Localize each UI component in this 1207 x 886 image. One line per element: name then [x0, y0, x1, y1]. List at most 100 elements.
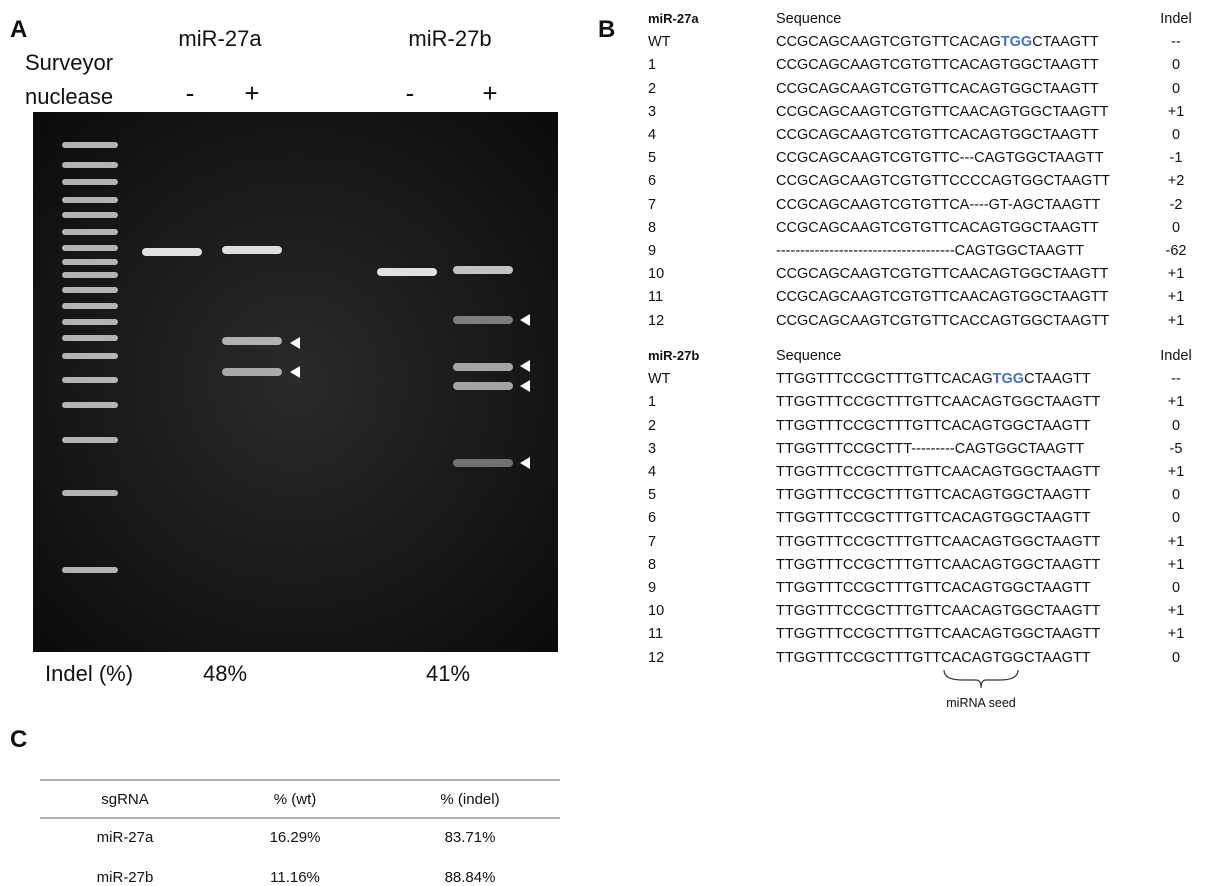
indel: 0	[1172, 581, 1180, 596]
clone-id: 1	[648, 395, 656, 410]
indel: -2	[1170, 198, 1183, 213]
lane-sign: -	[186, 80, 195, 106]
ladder-band	[62, 402, 118, 408]
clone-id: 2	[648, 82, 656, 97]
sequence-part: CCGCAGCAAGTCGTGTTCACAG	[776, 35, 1001, 50]
ladder-band	[62, 179, 118, 185]
gel-band	[222, 368, 282, 376]
indel: --	[1171, 35, 1181, 50]
clone-id: 9	[648, 244, 656, 259]
sequence-part: TTGGTTTCCGCTTTGTTCACAG	[776, 372, 993, 387]
table-cell: 16.29%	[270, 830, 321, 845]
clone-id: 6	[648, 174, 656, 189]
sequence: CCGCAGCAAGTCGTGTTCACAGTGGCTAAGTT	[776, 82, 1099, 97]
sequence: CCGCAGCAAGTCGTGTTCACCAGTGGCTAAGTT	[776, 314, 1109, 329]
ladder-band	[62, 259, 118, 265]
table-header: % (indel)	[440, 792, 499, 807]
lane-sign: -	[406, 80, 415, 106]
ladder-band	[62, 245, 118, 251]
sequence: TTGGTTTCCGCTTTGTTCAACAGTGGCTAAGTT	[776, 604, 1100, 619]
lane-sign: +	[482, 80, 497, 106]
ladder-band	[62, 567, 118, 573]
indel: +1	[1168, 465, 1185, 480]
sequence: -------------------------------------CAG…	[776, 244, 1084, 259]
column-header: Indel	[1160, 12, 1191, 27]
sequence: CCGCAGCAAGTCGTGTTCACAGTGGCTAAGTT	[776, 58, 1099, 73]
sequence: TTGGTTTCCGCTTTGTTCAACAGTGGCTAAGTT	[776, 465, 1100, 480]
sequence: TTGGTTTCCGCTTTGTTCAACAGTGGCTAAGTT	[776, 535, 1100, 550]
sequence: CCGCAGCAAGTCGTGTTCAACAGTGGCTAAGTT	[776, 105, 1108, 120]
gel-band	[222, 337, 282, 345]
indel: +1	[1168, 314, 1185, 329]
indel: +1	[1168, 290, 1185, 305]
clone-id: 4	[648, 465, 656, 480]
indel: +1	[1168, 604, 1185, 619]
group-name: miR-27b	[648, 349, 699, 362]
sequence: CCGCAGCAAGTCGTGTTCAACAGTGGCTAAGTT	[776, 290, 1108, 305]
indel: +1	[1168, 267, 1185, 282]
indel: +1	[1168, 627, 1185, 642]
ladder-band	[62, 490, 118, 496]
clone-id: WT	[648, 35, 671, 50]
indel-value: 41%	[426, 663, 470, 685]
clone-id: 6	[648, 511, 656, 526]
sequence: CCGCAGCAAGTCGTGTTCCCCAGTGGCTAAGTT	[776, 174, 1110, 189]
indel: 0	[1172, 82, 1180, 97]
indel-value: 48%	[203, 663, 247, 685]
ladder-band	[62, 437, 118, 443]
figure: {"panel_a": {"label": "A", "samples": ["…	[0, 0, 1207, 884]
clone-id: 7	[648, 198, 656, 213]
gel-band	[142, 248, 202, 256]
indel: +1	[1168, 535, 1185, 550]
clone-id: 12	[648, 314, 664, 329]
indel: 0	[1172, 488, 1180, 503]
clone-id: 9	[648, 581, 656, 596]
sample-label: miR-27a	[178, 28, 261, 50]
sequence: TTGGTTTCCGCTTTGTTCACAGTGGCTAAGTT	[776, 419, 1091, 434]
clone-id: 3	[648, 105, 656, 120]
indel: -5	[1170, 442, 1183, 457]
column-header: Sequence	[776, 349, 841, 364]
clone-id: 5	[648, 151, 656, 166]
column-header: Indel	[1160, 349, 1191, 364]
ladder-band	[62, 377, 118, 383]
indel: 0	[1172, 58, 1180, 73]
gel-band	[453, 382, 513, 390]
clone-id: 10	[648, 267, 664, 282]
pam-site: TGG	[1001, 35, 1032, 50]
column-header: Sequence	[776, 12, 841, 27]
sequence: TTGGTTTCCGCTTTGTTCACAGTGGCTAAGTT	[776, 581, 1091, 596]
sequence: TTGGTTTCCGCTTT---------CAGTGGCTAAGTT	[776, 442, 1084, 457]
sequence: TTGGTTTCCGCTTTGTTCAACAGTGGCTAAGTT	[776, 558, 1100, 573]
sequence: CCGCAGCAAGTCGTGTTCACAGTGGCTAAGTT	[776, 221, 1099, 236]
indel: -1	[1170, 151, 1183, 166]
table-cell: 11.16%	[270, 870, 320, 885]
sequence: TTGGTTTCCGCTTTGTTCACAGTGGCTAAGTT	[776, 511, 1091, 526]
indel: 0	[1172, 221, 1180, 236]
indel: 0	[1172, 128, 1180, 143]
indel: 0	[1172, 511, 1180, 526]
gel-band	[453, 316, 513, 324]
indel: +1	[1168, 105, 1185, 120]
ladder-band	[62, 319, 118, 325]
indel: +1	[1168, 395, 1185, 410]
row-label: nuclease	[25, 86, 113, 108]
clone-id: 4	[648, 128, 656, 143]
clone-id: 3	[648, 442, 656, 457]
table-cell: 88.84%	[445, 870, 496, 885]
sequence: TTGGTTTCCGCTTTGTTCACAGTGGCTAAGTT	[776, 651, 1091, 666]
gel-band	[453, 363, 513, 371]
table-cell: miR-27a	[97, 830, 154, 845]
sequence: TTGGTTTCCGCTTTGTTCACAGTGGCTAAGTT	[776, 488, 1091, 503]
ladder-band	[62, 229, 118, 235]
clone-id: 2	[648, 419, 656, 434]
clone-id: 10	[648, 604, 664, 619]
clone-id: 1	[648, 58, 656, 73]
group-name: miR-27a	[648, 12, 699, 25]
clone-id: 8	[648, 221, 656, 236]
table-cell: 83.71%	[445, 830, 496, 845]
clone-id: 8	[648, 558, 656, 573]
sequence: CCGCAGCAAGTCGTGTTCACAGTGGCTAAGTT	[776, 128, 1099, 143]
sample-label: miR-27b	[408, 28, 491, 50]
seed-bracket	[944, 670, 1018, 688]
